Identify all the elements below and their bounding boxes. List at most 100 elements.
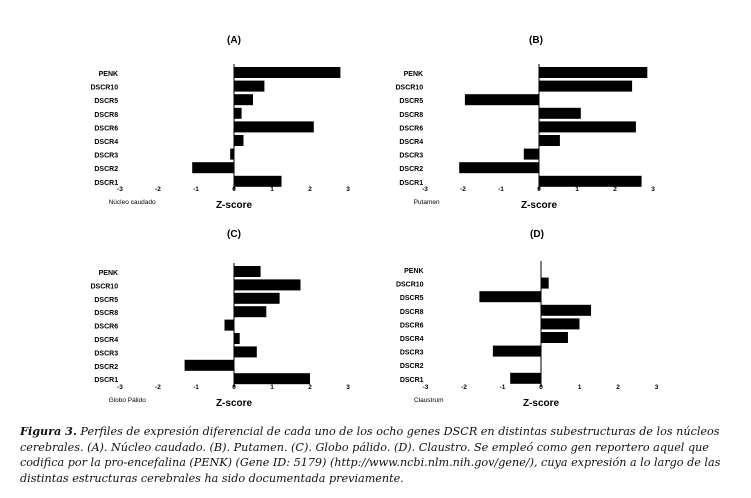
- tick-label: -2: [461, 384, 467, 391]
- figure-caption: Figura 3. Perfiles de expresión diferenc…: [20, 424, 736, 486]
- bar-dscr2: [192, 162, 234, 174]
- category-label: DSCR3: [400, 350, 424, 357]
- tick-label: -1: [500, 384, 506, 391]
- bar-dscr2: [459, 162, 539, 174]
- tick-label: -2: [155, 384, 161, 391]
- category-label: DSCR3: [94, 350, 118, 357]
- bar-dscr10: [234, 279, 301, 291]
- bar-dscr5: [464, 94, 539, 106]
- tick-label: 0: [539, 384, 543, 391]
- bar-dscr1: [234, 175, 282, 187]
- tick-label: -1: [193, 186, 199, 193]
- bar-dscr1: [510, 372, 541, 384]
- tick-label: 2: [308, 186, 312, 193]
- panel-title: (C): [227, 229, 241, 240]
- region-label: Globo Pálido: [109, 397, 147, 404]
- category-label: DSCR3: [399, 153, 423, 160]
- category-label: DSCR5: [400, 295, 424, 302]
- axis-label: Z-score: [216, 398, 253, 409]
- category-label: DSCR1: [94, 180, 118, 187]
- category-label: PENK: [99, 270, 118, 277]
- bar-dscr3: [230, 148, 234, 160]
- bar-dscr3: [492, 345, 541, 357]
- bar-penk: [234, 67, 341, 78]
- tick-label: 1: [270, 186, 274, 193]
- bar-dscr8: [234, 107, 242, 119]
- category-label: DSCR1: [400, 377, 424, 384]
- bar-dscr3: [523, 148, 539, 160]
- category-label: DSCR8: [94, 310, 118, 317]
- category-label: DSCR2: [399, 166, 423, 173]
- bar-dscr3: [234, 346, 257, 358]
- category-label: DSCR4: [400, 336, 424, 343]
- bar-dscr10: [234, 80, 265, 92]
- category-label: DSCR2: [400, 363, 424, 370]
- tick-label: -3: [422, 186, 428, 193]
- category-label: DSCR4: [94, 337, 118, 344]
- bar-dscr4: [234, 333, 240, 344]
- tick-label: 2: [613, 186, 617, 193]
- panel-title: (D): [530, 229, 544, 240]
- caption-text: Perfiles de expresión diferencial de cad…: [20, 425, 721, 485]
- bar-dscr5: [234, 94, 253, 106]
- axis-label: Z-score: [521, 200, 558, 211]
- bar-dscr4: [234, 135, 244, 146]
- category-label: DSCR5: [94, 297, 118, 304]
- bar-dscr8: [539, 107, 581, 119]
- tick-label: -1: [193, 384, 199, 391]
- category-label: DSCR10: [396, 282, 424, 289]
- bar-dscr5: [234, 292, 280, 304]
- tick-label: -2: [155, 186, 161, 193]
- caption-label: Figura 3.: [20, 424, 77, 438]
- bar-dscr4: [539, 135, 560, 146]
- axis-label: Z-score: [216, 200, 253, 211]
- bar-dscr4: [541, 332, 568, 343]
- axis-label: Z-score: [523, 398, 560, 409]
- tick-label: 0: [232, 186, 236, 193]
- tick-label: 2: [616, 384, 620, 391]
- tick-label: 1: [575, 186, 579, 193]
- tick-label: 3: [346, 384, 350, 391]
- bar-dscr6: [539, 121, 636, 133]
- category-label: PENK: [404, 268, 423, 275]
- region-label: Putamen: [414, 199, 440, 206]
- tick-label: 0: [232, 384, 236, 391]
- region-label: Núcleo caudado: [109, 199, 156, 206]
- bar-dscr10: [541, 277, 549, 289]
- category-label: DSCR8: [400, 309, 424, 316]
- category-label: PENK: [404, 71, 423, 78]
- category-label: DSCR2: [94, 166, 118, 173]
- bar-penk: [234, 266, 261, 277]
- category-label: DSCR4: [94, 139, 118, 146]
- bar-dscr10: [539, 80, 633, 92]
- tick-label: -3: [117, 186, 123, 193]
- bar-dscr8: [234, 306, 267, 318]
- bar-dscr5: [479, 291, 541, 303]
- bar-dscr6: [234, 121, 314, 133]
- tick-label: -2: [460, 186, 466, 193]
- category-label: DSCR10: [395, 85, 423, 92]
- bar-penk: [539, 67, 648, 78]
- category-label: DSCR5: [94, 98, 118, 105]
- tick-label: 3: [651, 186, 655, 193]
- tick-label: 0: [537, 186, 541, 193]
- tick-label: 1: [578, 384, 582, 391]
- tick-label: -3: [117, 384, 123, 391]
- region-label: Claustrum: [414, 397, 444, 404]
- bar-dscr6: [224, 319, 234, 331]
- bar-dscr6: [541, 318, 580, 330]
- category-label: DSCR6: [94, 324, 118, 331]
- bar-dscr2: [184, 359, 234, 371]
- category-label: DSCR2: [94, 364, 118, 371]
- tick-label: 3: [346, 186, 350, 193]
- panel-title: (A): [227, 35, 241, 46]
- category-label: DSCR6: [94, 125, 118, 132]
- category-label: DSCR10: [90, 283, 118, 290]
- category-label: DSCR1: [399, 180, 423, 187]
- category-label: DSCR1: [94, 377, 118, 384]
- panel-title: (B): [529, 35, 543, 46]
- category-label: DSCR5: [399, 98, 423, 105]
- tick-label: -1: [498, 186, 504, 193]
- bar-dscr1: [539, 175, 642, 187]
